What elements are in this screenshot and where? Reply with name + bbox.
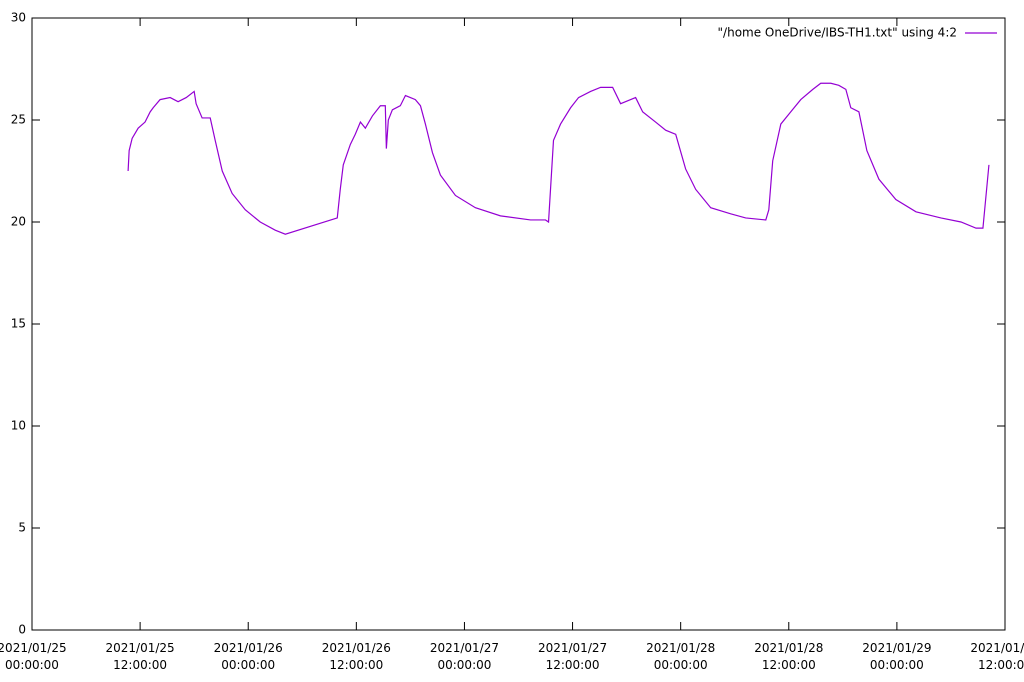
x-tick-label: 2021/01/27 12:00:00 [538, 641, 607, 672]
plot-frame [31, 17, 1006, 631]
y-tick-label: 30 [11, 11, 26, 25]
x-tick-label: 2021/01/29 00:00:00 [862, 641, 931, 672]
y-tick-label: 25 [11, 113, 26, 127]
y-tick-label: 20 [11, 215, 26, 229]
y-tick-label: 0 [18, 623, 26, 637]
legend-label: "/home OneDrive/IBS-TH1.txt" using 4:2 [718, 26, 957, 40]
y-tick-label: 10 [11, 419, 26, 433]
x-tick-label: 2021/01/2912:00:00 [970, 641, 1024, 672]
x-tick-label: 2021/01/26 00:00:00 [214, 641, 283, 672]
data-line [127, 82, 990, 235]
y-tick-label: 5 [18, 521, 26, 535]
x-tick-label: 2021/01/28 00:00:00 [646, 641, 715, 672]
y-tick-label: 15 [11, 317, 26, 331]
x-tick-label: 2021/01/25 00:00:00 [0, 641, 67, 672]
x-tick-label: 2021/01/28 12:00:00 [754, 641, 823, 672]
x-tick-label: 2021/01/26 12:00:00 [322, 641, 391, 672]
x-tick-label: 2021/01/25 12:00:00 [106, 641, 175, 672]
x-tick-label: 2021/01/27 00:00:00 [430, 641, 499, 672]
